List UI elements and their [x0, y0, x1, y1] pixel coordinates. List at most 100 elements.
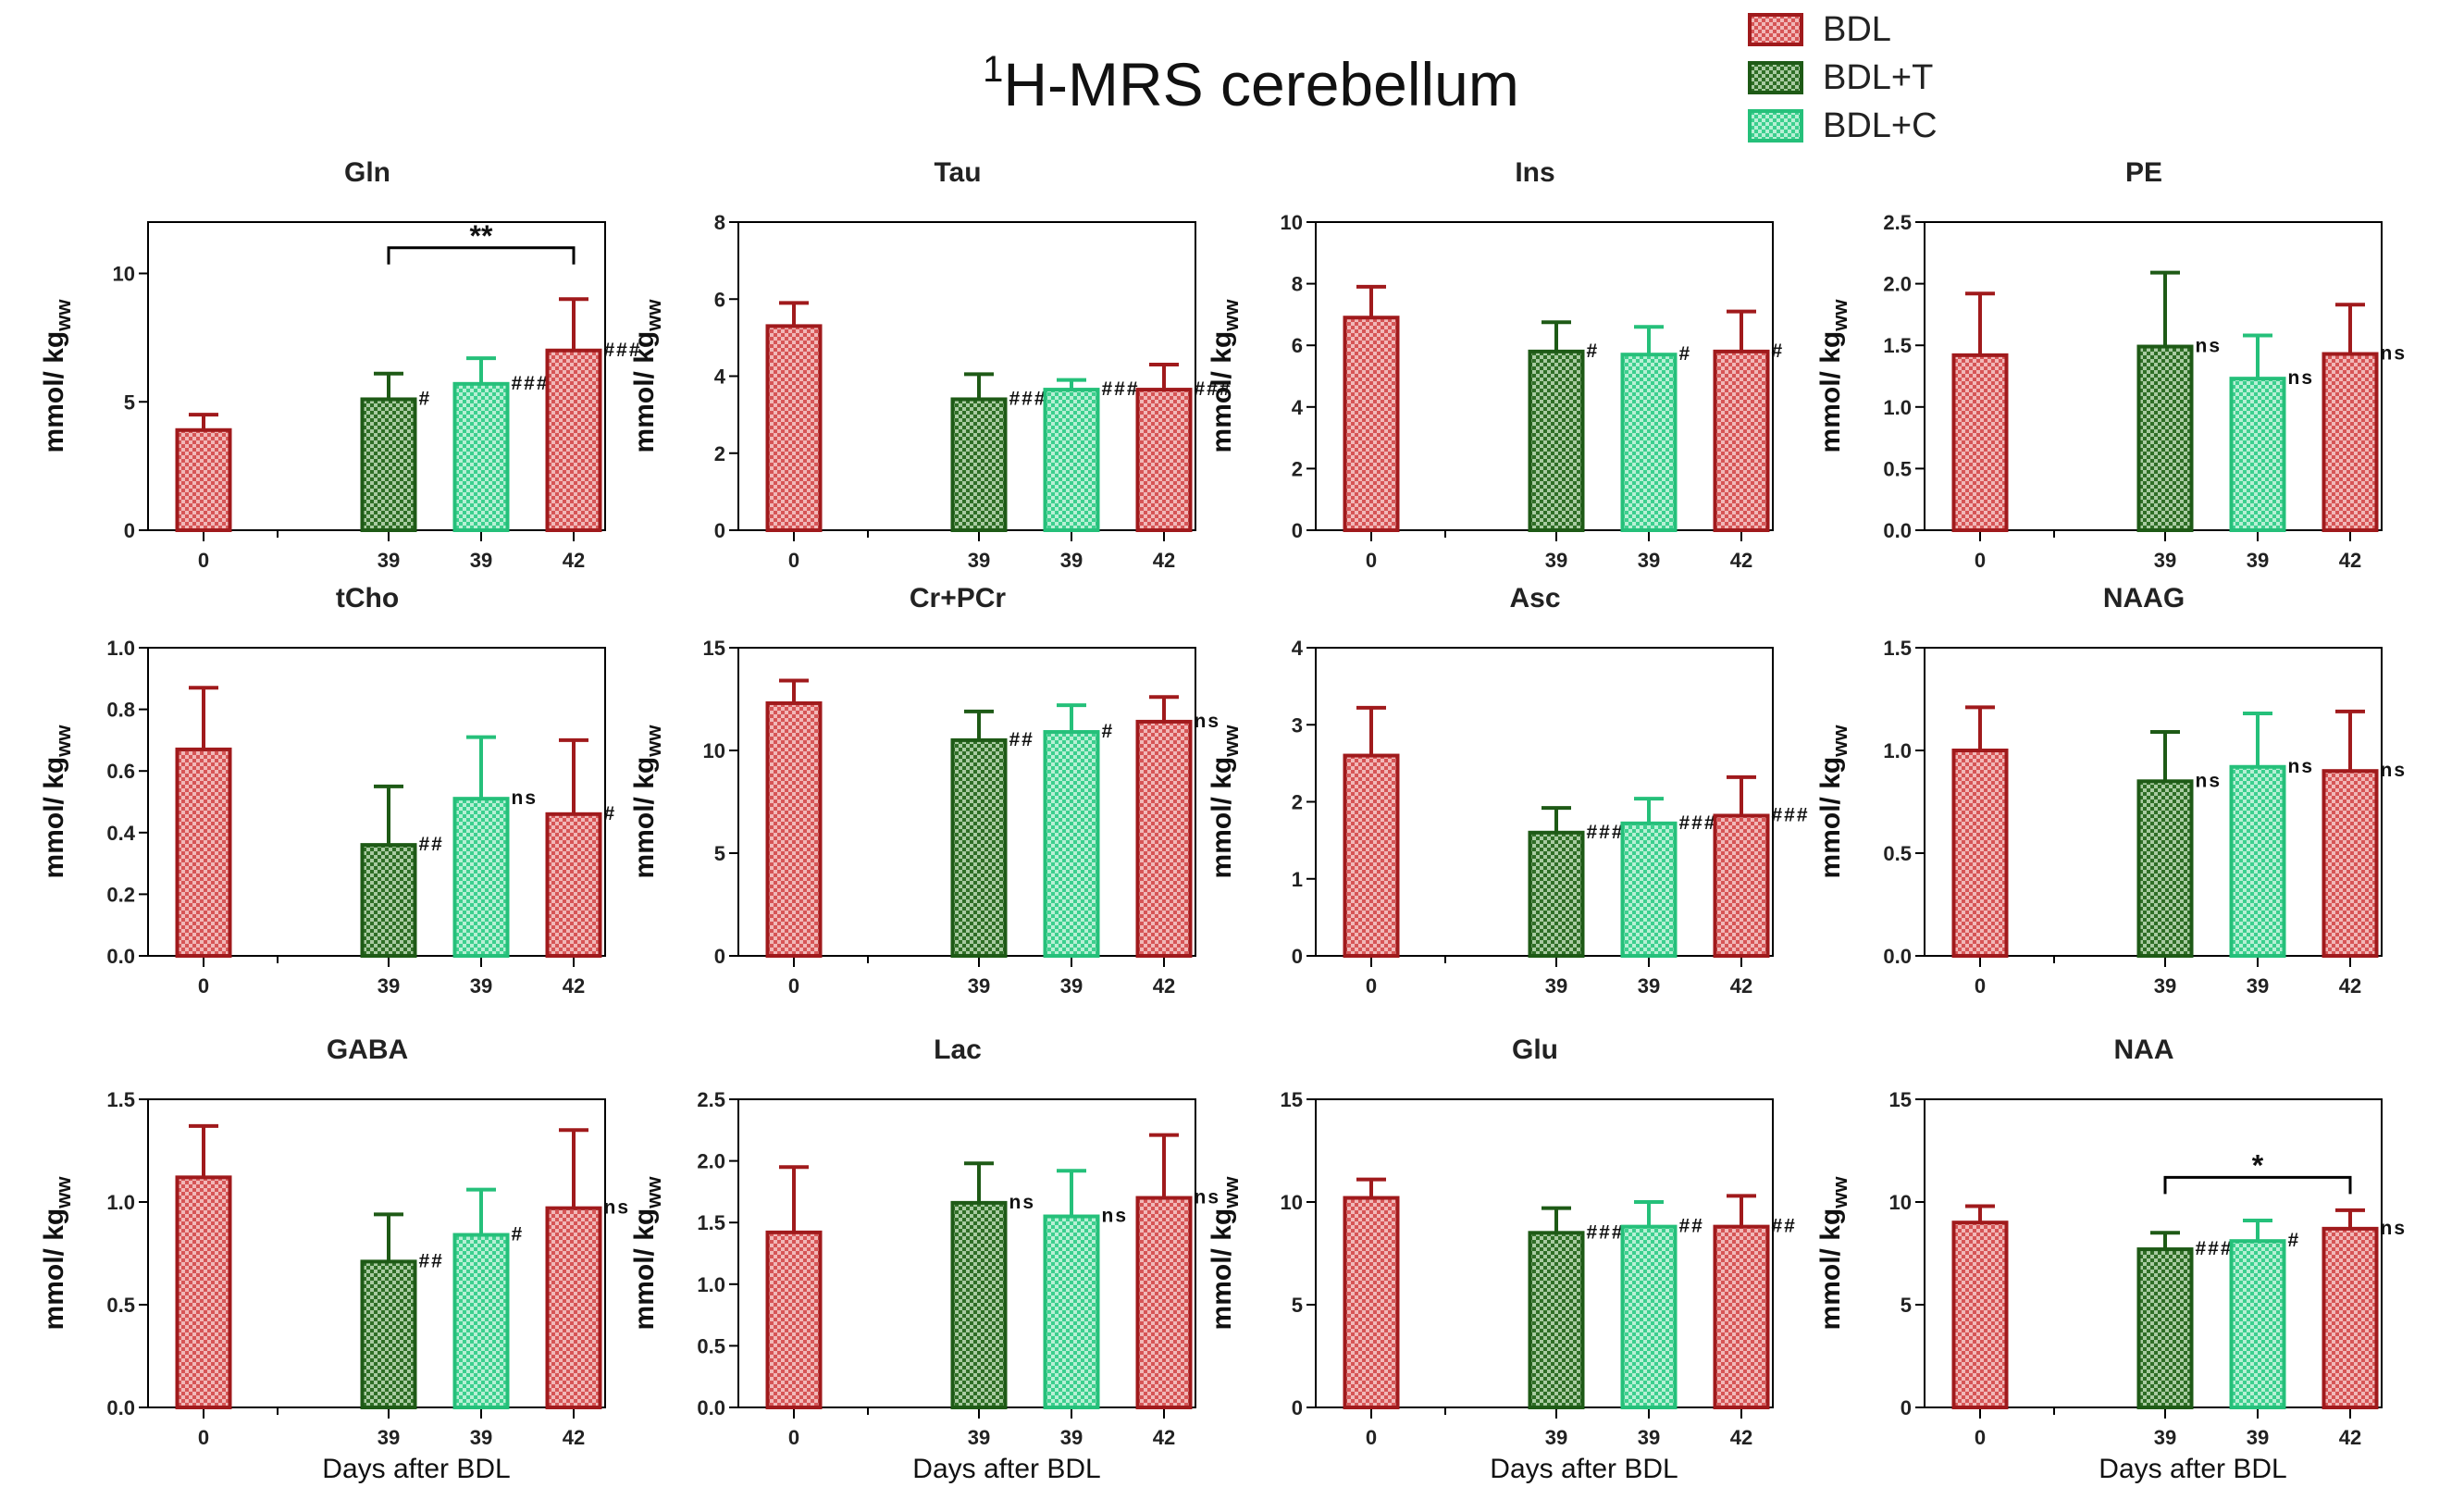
- legend-label-bdl-t: BDL+T: [1823, 58, 1933, 97]
- significance-label: ns: [1195, 1187, 1221, 1208]
- y-axis-label-main: mmol/ kg: [629, 331, 660, 453]
- y-tick-label: 1.5: [697, 1211, 725, 1234]
- significance-label: ###: [1009, 388, 1047, 409]
- panel-title: Gln: [344, 157, 390, 188]
- bar: [950, 397, 1008, 532]
- y-tick-label: 10: [1889, 1191, 1912, 1214]
- x-tick-label: 42: [1730, 1426, 1752, 1449]
- bar: [765, 1230, 823, 1409]
- x-axis-title: Days after BDL: [1490, 1454, 1678, 1484]
- y-tick-label: 5: [124, 390, 135, 414]
- significance-label: ns: [2381, 760, 2408, 781]
- x-tick-label: 42: [1730, 974, 1752, 998]
- significance-label: ##: [1772, 1216, 1797, 1237]
- x-tick-label: 39: [2247, 549, 2269, 572]
- panel-title: NAA: [2114, 1035, 2174, 1065]
- bar: [1951, 749, 2009, 958]
- significance-label: ###: [604, 340, 642, 361]
- bar: [1951, 1221, 2009, 1409]
- bar: [950, 1200, 1008, 1409]
- y-axis-label: mmol/ kgww: [629, 725, 665, 879]
- significance-label: ns: [1009, 1192, 1036, 1213]
- y-axis-label: mmol/ kgww: [1207, 1176, 1243, 1331]
- significance-label: ###: [1102, 378, 1140, 400]
- significance-label: ns: [1195, 711, 1221, 732]
- panel-pe: PE 0.0 0.5 1.0 1.5 2.0 2.5 mmol/ kgww 0 39 39 42 ns n…: [1815, 157, 2408, 572]
- y-axis-label-main: mmol/ kg: [1815, 1208, 1846, 1331]
- bar: [2136, 344, 2194, 533]
- significance-label: #: [512, 1224, 525, 1245]
- legend-swatch-bdl-t: [1748, 61, 1803, 94]
- figure-title-superscript: 1: [983, 49, 1003, 90]
- y-tick-label: 2.5: [1883, 211, 1912, 234]
- y-tick-label: 15: [703, 637, 725, 660]
- bar: [1135, 388, 1193, 532]
- x-tick-label: 0: [788, 549, 799, 572]
- y-axis-label-sub: ww: [642, 299, 665, 332]
- x-tick-label: 39: [1545, 974, 1567, 998]
- x-tick-label: 42: [563, 549, 585, 572]
- legend-swatch-bdl: [1748, 13, 1803, 46]
- significance-label: ##: [419, 834, 444, 855]
- y-tick-label: 10: [113, 263, 135, 286]
- x-tick-label: 42: [2339, 974, 2361, 998]
- panel-naag: NAAG 0.0 0.5 1.0 1.5 mmol/ kgww 0 39 39 42 ns ns ns: [1815, 583, 2408, 998]
- x-axis-title: Days after BDL: [322, 1454, 510, 1484]
- x-tick-label: 39: [1545, 549, 1567, 572]
- significance-label: ns: [2381, 343, 2408, 365]
- y-axis-label-sub: ww: [1220, 725, 1243, 758]
- y-axis-label-main: mmol/ kg: [1207, 331, 1237, 453]
- bar: [175, 428, 232, 532]
- x-tick-label: 0: [1975, 974, 1986, 998]
- y-tick-label: 0.6: [106, 760, 135, 783]
- y-axis-label: mmol/ kgww: [1815, 725, 1851, 879]
- bar: [545, 1206, 602, 1410]
- legend-item-bdl-c: BDL+C: [1748, 106, 1938, 145]
- panel-ins: Ins 0 2 4 6 8 10 mmol/ kgww 0 39 39 42 # # #: [1207, 157, 1782, 572]
- y-tick-label: 2.0: [697, 1150, 725, 1173]
- panel-title: Glu: [1512, 1035, 1558, 1065]
- y-axis-label: mmol/ kgww: [1207, 725, 1243, 879]
- panel-asc: Asc 0 1 2 3 4 mmol/ kgww 0 39 39 42 ### ### ###: [1207, 583, 1808, 998]
- figure-title: 1H-MRS cerebellum: [983, 49, 1519, 118]
- y-axis-label-main: mmol/ kg: [39, 331, 69, 453]
- y-tick-label: 2.0: [1883, 273, 1912, 296]
- y-tick-label: 0: [1292, 945, 1303, 968]
- y-tick-label: 6: [714, 288, 725, 311]
- panel-title: Tau: [934, 157, 981, 188]
- bar: [545, 348, 602, 532]
- x-tick-label: 39: [1638, 1426, 1660, 1449]
- x-tick-label: 42: [563, 974, 585, 998]
- y-tick-label: 2: [1292, 791, 1303, 814]
- x-tick-label: 0: [198, 549, 209, 572]
- bar: [2322, 352, 2379, 532]
- legend-item-bdl: BDL: [1748, 10, 1891, 49]
- y-axis-label-sub: ww: [52, 725, 75, 758]
- comparison-label: **: [470, 219, 493, 253]
- y-tick-label: 0.5: [1883, 457, 1912, 480]
- significance-label: ##: [1009, 729, 1034, 750]
- x-tick-label: 39: [1060, 1426, 1083, 1449]
- x-tick-label: 39: [1638, 549, 1660, 572]
- panel-title: Asc: [1509, 583, 1560, 613]
- bar: [1343, 753, 1400, 958]
- y-tick-label: 15: [1889, 1088, 1912, 1111]
- significance-label: ns: [2288, 367, 2315, 389]
- y-tick-label: 1.5: [106, 1088, 135, 1111]
- y-axis-label-sub: ww: [52, 299, 75, 332]
- significance-label: ns: [604, 1197, 631, 1219]
- bar: [1528, 349, 1585, 532]
- legend-label-bdl: BDL: [1823, 10, 1891, 49]
- y-axis-label: mmol/ kgww: [629, 299, 665, 453]
- y-tick-label: 0.0: [106, 1396, 135, 1419]
- x-tick-label: 39: [968, 974, 990, 998]
- y-tick-label: 4: [714, 366, 726, 389]
- y-tick-label: 5: [1292, 1294, 1303, 1317]
- bar: [2322, 1226, 2379, 1409]
- x-tick-label: 39: [378, 1426, 400, 1449]
- y-tick-label: 5: [1901, 1294, 1912, 1317]
- bar: [545, 812, 602, 958]
- x-tick-label: 42: [1153, 549, 1175, 572]
- significance-label: #: [1679, 343, 1692, 365]
